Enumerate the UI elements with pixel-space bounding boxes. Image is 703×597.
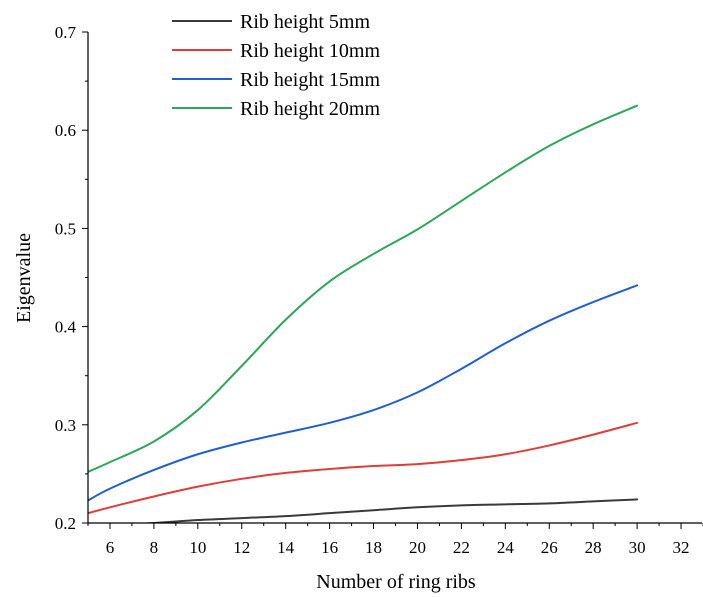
legend-label: Rib height 10mm bbox=[240, 40, 380, 62]
x-tick-label: 16 bbox=[321, 538, 338, 557]
x-tick-label: 26 bbox=[541, 538, 558, 557]
y-tick-label: 0.2 bbox=[55, 514, 76, 533]
series-layer bbox=[88, 104, 639, 523]
y-tick-label: 0.6 bbox=[55, 121, 76, 140]
y-tick-label: 0.3 bbox=[55, 416, 76, 435]
axes-layer: 0.2 0.3 0.4 0.5 0.6 0.7 6 8 10 12 14 16 18 20 22 24 26 28… bbox=[55, 23, 703, 557]
series-line-4 bbox=[88, 104, 639, 473]
legend-label: Rib height 20mm bbox=[240, 98, 380, 120]
x-tick-label: 8 bbox=[150, 538, 159, 557]
x-tick-label: 12 bbox=[233, 538, 250, 557]
x-tick-label: 10 bbox=[189, 538, 206, 557]
series-line-2 bbox=[88, 421, 639, 515]
x-tick-label: 18 bbox=[365, 538, 382, 557]
legend: Rib height 5mm Rib height 10mm Rib height … bbox=[172, 11, 380, 120]
legend-label: Rib height 5mm bbox=[240, 11, 370, 33]
legend-label: Rib height 15mm bbox=[240, 69, 380, 91]
x-tick-label: 6 bbox=[106, 538, 115, 557]
x-tick-label: 28 bbox=[585, 538, 602, 557]
y-tick-label: 0.4 bbox=[55, 318, 77, 337]
x-tick-label: 22 bbox=[453, 538, 470, 557]
x-tick-label: 30 bbox=[629, 538, 646, 557]
x-axis-title: Number of ring ribs bbox=[316, 571, 476, 593]
x-tick-label: 24 bbox=[497, 538, 515, 557]
y-axis-title: Eigenvalue bbox=[13, 233, 35, 323]
y-tick-label: 0.5 bbox=[55, 219, 76, 238]
x-tick-label: 20 bbox=[409, 538, 426, 557]
y-tick-label: 0.7 bbox=[55, 23, 77, 42]
x-tick-label: 14 bbox=[277, 538, 295, 557]
x-tick-label: 32 bbox=[673, 538, 690, 557]
series-line-3 bbox=[88, 284, 639, 502]
